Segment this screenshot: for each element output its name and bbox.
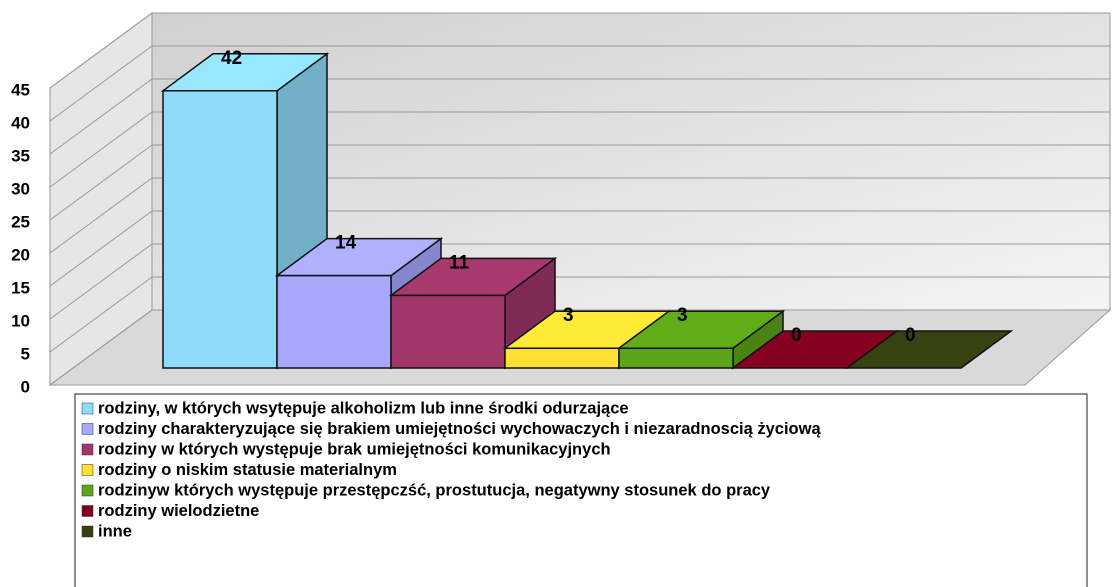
grid-line bbox=[49, 12, 153, 89]
grid-line bbox=[49, 210, 153, 287]
legend-label: rodziny w których występuje brak umiejęt… bbox=[98, 440, 611, 458]
bar-top bbox=[844, 330, 1014, 369]
legend-frame bbox=[74, 393, 1088, 587]
legend-swatch bbox=[81, 423, 94, 435]
grid-line bbox=[49, 111, 153, 188]
legend-swatch bbox=[81, 484, 94, 497]
grid-line bbox=[49, 78, 153, 155]
data-label: 0 bbox=[791, 325, 802, 346]
grid-line bbox=[49, 243, 153, 320]
legend-label: rodziny charakteryzujące się brakiem umi… bbox=[98, 420, 821, 438]
y-tick-label: 45 bbox=[11, 80, 30, 99]
bar-front bbox=[390, 294, 506, 369]
data-label: 11 bbox=[449, 252, 470, 273]
bar-front bbox=[276, 274, 392, 369]
data-label: 0 bbox=[905, 325, 916, 346]
y-tick-label: 25 bbox=[11, 212, 30, 231]
grid-line bbox=[49, 45, 153, 122]
y-tick-label: 30 bbox=[11, 179, 30, 198]
grid-line bbox=[49, 144, 153, 221]
grid-line bbox=[49, 276, 153, 353]
bar-front bbox=[504, 347, 620, 369]
y-tick-label: 15 bbox=[11, 278, 30, 297]
legend-label: inne bbox=[98, 522, 132, 540]
data-label: 3 bbox=[563, 305, 574, 326]
grid-line bbox=[49, 177, 153, 254]
legend-label: rodziny wielodzietne bbox=[98, 502, 259, 520]
data-label: 14 bbox=[335, 233, 357, 254]
y-tick-label: 10 bbox=[11, 311, 30, 330]
legend-label: rodziny o niskim statusie materialnym bbox=[98, 461, 397, 479]
legend-swatch bbox=[81, 525, 94, 538]
legend-swatch bbox=[81, 505, 94, 517]
y-tick-label: 20 bbox=[11, 245, 30, 264]
legend-swatch bbox=[81, 402, 94, 415]
y-tick-label: 40 bbox=[11, 113, 30, 132]
legend-swatch bbox=[81, 464, 94, 476]
legend-label: rodziny, w których wsytępuje alkoholizm … bbox=[98, 399, 629, 417]
legend-label: rodzinyw których występuje przestępczść,… bbox=[98, 481, 771, 499]
y-tick-label: 0 bbox=[21, 377, 30, 396]
y-tick-label: 5 bbox=[21, 344, 30, 363]
bar-front bbox=[162, 90, 278, 369]
grid-line bbox=[49, 309, 153, 386]
bar-front bbox=[618, 347, 734, 369]
data-label: 3 bbox=[677, 305, 688, 326]
data-label: 42 bbox=[221, 48, 242, 69]
y-tick-label: 35 bbox=[11, 146, 30, 165]
legend-swatch bbox=[81, 443, 94, 456]
